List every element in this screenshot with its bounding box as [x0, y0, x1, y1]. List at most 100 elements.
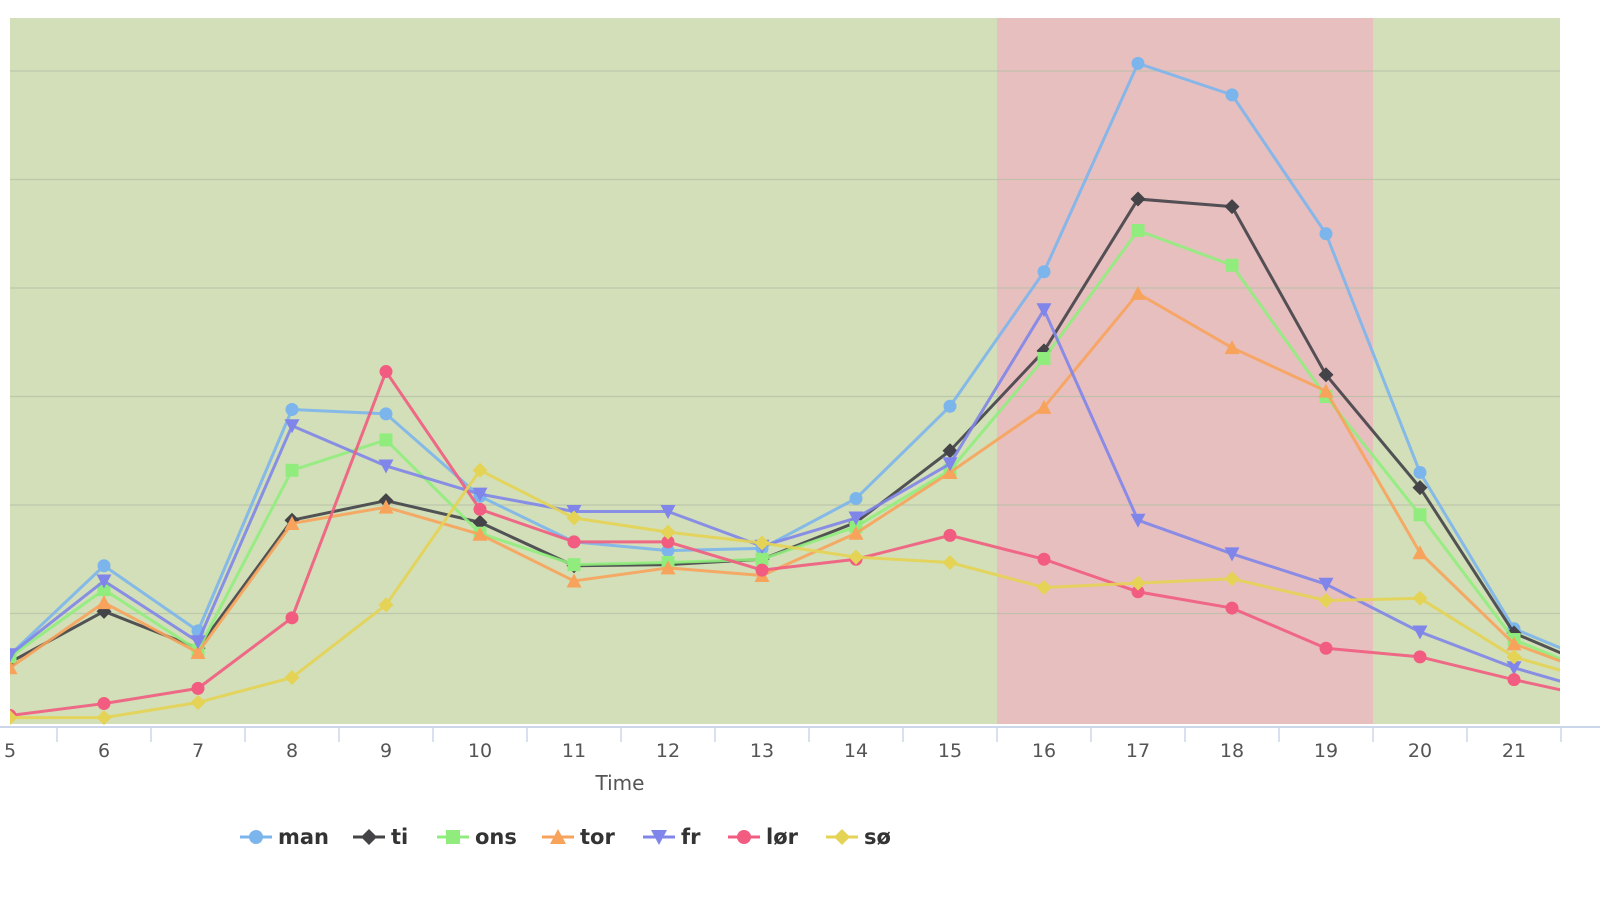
legend-symbol[interactable]	[834, 829, 850, 845]
data-point[interactable]	[1130, 575, 1146, 591]
data-point[interactable]	[755, 563, 769, 577]
data-point[interactable]	[1130, 285, 1146, 300]
legend-item-sø[interactable]: sø	[826, 825, 891, 849]
series-line-man[interactable]	[10, 61, 1600, 667]
data-point[interactable]	[1507, 673, 1521, 687]
data-point[interactable]	[566, 510, 582, 526]
data-point[interactable]	[567, 535, 581, 549]
legend-symbol[interactable]	[550, 829, 566, 844]
series-line-lør[interactable]	[10, 370, 1600, 717]
data-point[interactable]	[1131, 56, 1145, 70]
data-point[interactable]	[1319, 227, 1333, 241]
data-point[interactable]	[1131, 585, 1145, 599]
data-point[interactable]	[661, 535, 675, 549]
data-point[interactable]	[285, 463, 299, 477]
data-point[interactable]	[190, 694, 206, 710]
data-point[interactable]	[849, 491, 863, 505]
data-point[interactable]	[284, 515, 300, 530]
data-point[interactable]	[1318, 577, 1334, 592]
data-point[interactable]	[942, 457, 958, 472]
series-lør[interactable]	[4, 365, 1600, 722]
legend-label[interactable]: fr	[681, 825, 701, 849]
data-point[interactable]	[1412, 625, 1428, 640]
data-point[interactable]	[379, 433, 393, 447]
legend-label[interactable]: ons	[475, 825, 517, 849]
data-point[interactable]	[190, 645, 206, 660]
legend-symbol[interactable]	[446, 830, 460, 844]
data-point[interactable]	[1225, 88, 1239, 102]
data-point[interactable]	[1037, 265, 1051, 279]
data-point[interactable]	[1130, 191, 1146, 207]
legend-item-ti[interactable]: ti	[353, 825, 408, 849]
data-point[interactable]	[1506, 649, 1522, 665]
data-point[interactable]	[473, 502, 487, 516]
data-point[interactable]	[96, 574, 112, 589]
data-point[interactable]	[848, 549, 864, 565]
data-point[interactable]	[1037, 552, 1051, 566]
data-point[interactable]	[1224, 571, 1240, 587]
series-line-tor[interactable]	[10, 291, 1600, 678]
data-point[interactable]	[1318, 383, 1334, 398]
data-point[interactable]	[1036, 579, 1052, 595]
legend-item-man[interactable]: man	[240, 825, 329, 849]
data-point[interactable]	[97, 697, 111, 711]
data-point[interactable]	[284, 670, 300, 686]
data-point[interactable]	[1130, 513, 1146, 528]
series-line-sø[interactable]	[10, 468, 1600, 720]
data-point[interactable]	[942, 555, 958, 571]
data-point[interactable]	[1413, 508, 1427, 522]
data-point[interactable]	[848, 511, 864, 526]
data-point[interactable]	[1506, 661, 1522, 676]
legend-label[interactable]: sø	[864, 825, 891, 849]
data-point[interactable]	[3, 710, 18, 726]
data-point[interactable]	[1225, 601, 1239, 615]
data-point[interactable]	[1036, 399, 1052, 414]
data-point[interactable]	[97, 559, 111, 573]
series-sø[interactable]	[3, 462, 1600, 726]
data-point[interactable]	[1224, 547, 1240, 562]
data-point[interactable]	[285, 403, 299, 417]
data-point[interactable]	[3, 648, 18, 663]
data-point[interactable]	[1413, 465, 1427, 479]
data-point[interactable]	[1224, 199, 1240, 215]
data-point[interactable]	[3, 660, 18, 675]
data-point[interactable]	[378, 499, 394, 514]
data-point[interactable]	[566, 573, 582, 588]
legend-symbol[interactable]	[361, 829, 377, 845]
data-point[interactable]	[1224, 340, 1240, 355]
data-point[interactable]	[379, 365, 393, 379]
data-point[interactable]	[284, 419, 300, 434]
data-point[interactable]	[97, 583, 111, 597]
data-point[interactable]	[660, 560, 676, 575]
legend-label[interactable]: ti	[391, 825, 408, 849]
data-point[interactable]	[472, 462, 488, 478]
data-point[interactable]	[191, 681, 205, 695]
data-point[interactable]	[96, 710, 112, 726]
legend-label[interactable]: lør	[766, 825, 799, 849]
data-point[interactable]	[472, 514, 488, 530]
data-point[interactable]	[754, 535, 770, 551]
data-point[interactable]	[943, 528, 957, 542]
data-point[interactable]	[755, 552, 769, 566]
legend-item-tor[interactable]: tor	[542, 825, 615, 849]
series-line-ti[interactable]	[10, 197, 1600, 673]
data-point[interactable]	[472, 487, 488, 502]
data-point[interactable]	[1131, 223, 1145, 237]
data-point[interactable]	[1506, 636, 1522, 651]
data-point[interactable]	[942, 464, 958, 479]
data-point[interactable]	[942, 443, 958, 459]
data-point[interactable]	[190, 635, 206, 650]
data-point[interactable]	[378, 459, 394, 474]
legend-item-fr[interactable]: fr	[643, 825, 701, 849]
data-point[interactable]	[1319, 641, 1333, 655]
series-tor[interactable]	[3, 285, 1600, 679]
legend-label[interactable]: man	[278, 825, 329, 849]
data-point[interactable]	[379, 407, 393, 421]
legend-item-lør[interactable]: lør	[728, 825, 799, 849]
data-point[interactable]	[660, 505, 676, 520]
data-point[interactable]	[1412, 545, 1428, 560]
legend-symbol[interactable]	[651, 830, 667, 845]
data-point[interactable]	[96, 595, 112, 610]
legend-label[interactable]: tor	[580, 825, 615, 849]
data-point[interactable]	[1413, 650, 1427, 664]
